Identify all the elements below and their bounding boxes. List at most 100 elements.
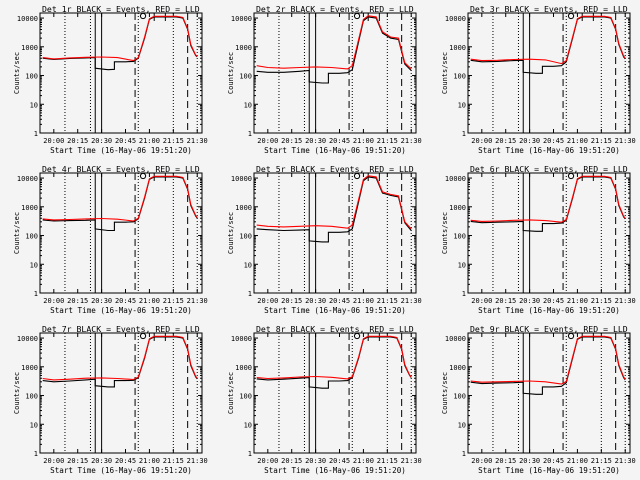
event-circle bbox=[353, 12, 361, 20]
events-series-line bbox=[256, 176, 412, 243]
y-tick-label: 1 bbox=[462, 130, 466, 138]
chart-title: Det 6r BLACK = Events, RED = LLD bbox=[470, 164, 628, 174]
x-axis-label: Start Time (16-May-06 19:51:20) bbox=[478, 146, 620, 155]
x-tick-label: 21:30 bbox=[615, 457, 636, 465]
event-circle bbox=[567, 172, 575, 180]
y-tick-label: 10 bbox=[244, 101, 252, 109]
x-tick-label: 21:30 bbox=[187, 137, 208, 145]
x-tick-label: 21:30 bbox=[401, 297, 422, 305]
y-tick-label: 1 bbox=[34, 450, 38, 458]
lld-series-line bbox=[42, 15, 198, 62]
event-circle bbox=[567, 332, 575, 340]
y-tick-label: 100 bbox=[239, 73, 252, 81]
x-tick-label: 20:15 bbox=[495, 457, 516, 465]
x-tick-label: 21:15 bbox=[163, 457, 184, 465]
x-tick-label: 20:30 bbox=[91, 137, 112, 145]
y-tick-label: 100 bbox=[239, 233, 252, 241]
x-tick-label: 21:15 bbox=[377, 457, 398, 465]
y-tick-label: 100 bbox=[25, 233, 38, 241]
y-tick-label: 10000 bbox=[445, 175, 466, 183]
x-tick-label: 20:15 bbox=[495, 137, 516, 145]
plot-frame bbox=[39, 172, 203, 294]
x-tick-label: 21:30 bbox=[615, 137, 636, 145]
y-axis-label: Counts/sec bbox=[227, 372, 235, 414]
x-tick-label: 21:15 bbox=[377, 137, 398, 145]
x-tick-label: 20:15 bbox=[495, 297, 516, 305]
x-axis-label: Start Time (16-May-06 19:51:20) bbox=[50, 466, 192, 475]
saa-box bbox=[94, 12, 103, 134]
y-tick-label: 1000 bbox=[449, 44, 466, 52]
event-circle bbox=[139, 172, 147, 180]
detector-panel-2: Det 2r BLACK = Events, RED = LLD Counts/s… bbox=[227, 4, 422, 155]
x-tick-label: 21:30 bbox=[187, 297, 208, 305]
x-tick-label: 21:00 bbox=[139, 297, 160, 305]
event-circle bbox=[139, 332, 147, 340]
x-tick-label: 20:15 bbox=[67, 137, 88, 145]
chart-title: Det 9r BLACK = Events, RED = LLD bbox=[470, 324, 628, 334]
event-circle bbox=[353, 332, 361, 340]
x-tick-label: 20:15 bbox=[281, 297, 302, 305]
x-tick-label: 20:00 bbox=[257, 457, 278, 465]
x-tick-label: 20:45 bbox=[329, 297, 350, 305]
plot-frame bbox=[39, 332, 203, 454]
lld-series-line bbox=[256, 15, 412, 70]
x-tick-label: 20:30 bbox=[305, 457, 326, 465]
y-tick-label: 1 bbox=[462, 290, 466, 298]
x-tick-label: 21:30 bbox=[615, 297, 636, 305]
plot-frame bbox=[467, 12, 631, 134]
y-tick-label: 1000 bbox=[235, 204, 252, 212]
x-tick-label: 20:45 bbox=[115, 457, 136, 465]
chart-title: Det 3r BLACK = Events, RED = LLD bbox=[470, 4, 628, 14]
x-tick-label: 20:45 bbox=[115, 297, 136, 305]
y-tick-label: 100 bbox=[25, 393, 38, 401]
y-tick-label: 10 bbox=[244, 421, 252, 429]
x-tick-label: 20:00 bbox=[471, 137, 492, 145]
y-tick-label: 10000 bbox=[231, 175, 252, 183]
y-axis-label: Counts/sec bbox=[441, 212, 449, 254]
x-tick-label: 20:30 bbox=[519, 297, 540, 305]
chart-title: Det 8r BLACK = Events, RED = LLD bbox=[256, 324, 414, 334]
plot-frame bbox=[253, 12, 417, 134]
x-tick-label: 20:00 bbox=[471, 457, 492, 465]
detector-panel-7: Det 7r BLACK = Events, RED = LLD Counts/s… bbox=[13, 324, 208, 475]
x-tick-label: 20:45 bbox=[543, 297, 564, 305]
saa-box bbox=[308, 332, 317, 454]
y-axis-label: Counts/sec bbox=[441, 372, 449, 414]
x-tick-label: 20:30 bbox=[305, 297, 326, 305]
x-tick-label: 20:15 bbox=[281, 457, 302, 465]
y-tick-label: 10 bbox=[244, 261, 252, 269]
x-tick-label: 20:45 bbox=[543, 137, 564, 145]
y-tick-label: 10 bbox=[458, 261, 466, 269]
x-tick-label: 20:00 bbox=[43, 137, 64, 145]
x-tick-label: 20:15 bbox=[67, 297, 88, 305]
y-tick-label: 1 bbox=[248, 290, 252, 298]
lld-series-line bbox=[256, 335, 412, 380]
y-tick-label: 1 bbox=[34, 290, 38, 298]
events-series-line bbox=[42, 16, 198, 71]
x-tick-label: 21:15 bbox=[377, 297, 398, 305]
x-tick-label: 20:30 bbox=[91, 297, 112, 305]
y-axis-label: Counts/sec bbox=[441, 52, 449, 94]
x-axis-label: Start Time (16-May-06 19:51:20) bbox=[264, 466, 406, 475]
y-tick-label: 10 bbox=[30, 421, 38, 429]
saa-box bbox=[308, 12, 317, 134]
y-tick-label: 10000 bbox=[231, 15, 252, 23]
saa-box bbox=[94, 172, 103, 294]
y-axis-label: Counts/sec bbox=[13, 372, 21, 414]
y-axis-label: Counts/sec bbox=[13, 212, 21, 254]
x-axis-label: Start Time (16-May-06 19:51:20) bbox=[264, 306, 406, 315]
x-tick-label: 20:30 bbox=[91, 457, 112, 465]
x-tick-label: 20:00 bbox=[43, 297, 64, 305]
lld-series-line bbox=[470, 15, 626, 65]
y-tick-label: 100 bbox=[453, 73, 466, 81]
x-tick-label: 20:00 bbox=[257, 297, 278, 305]
y-axis-label: Counts/sec bbox=[227, 212, 235, 254]
plot-frame bbox=[39, 12, 203, 134]
events-series-line bbox=[256, 336, 412, 389]
y-tick-label: 10 bbox=[458, 421, 466, 429]
saa-box bbox=[94, 332, 103, 454]
y-tick-label: 10000 bbox=[17, 175, 38, 183]
x-axis-label: Start Time (16-May-06 19:51:20) bbox=[478, 306, 620, 315]
x-tick-label: 21:00 bbox=[567, 137, 588, 145]
